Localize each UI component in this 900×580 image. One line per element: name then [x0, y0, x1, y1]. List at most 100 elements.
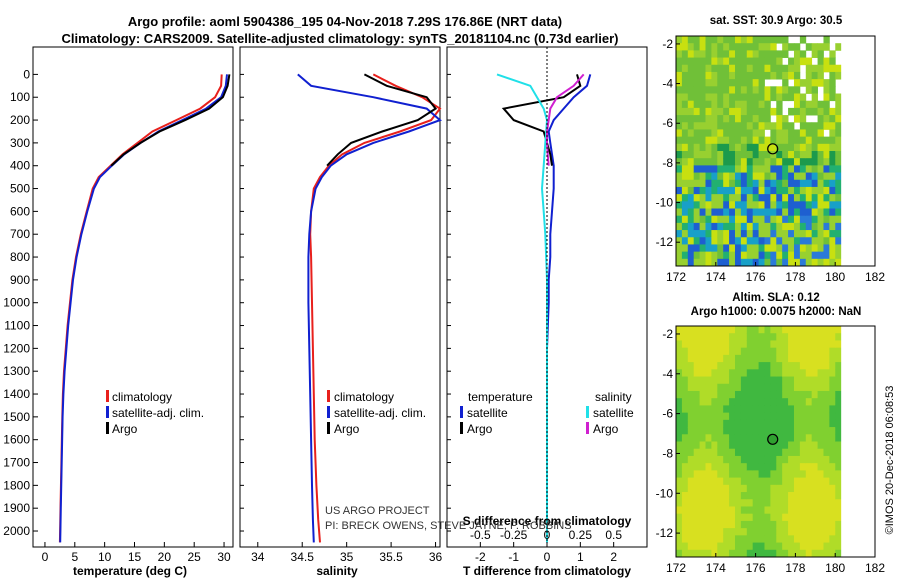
map-cell	[782, 369, 789, 377]
map-cell	[793, 383, 801, 392]
map-cell	[734, 107, 742, 116]
map-cell	[711, 405, 718, 414]
map-cell	[723, 492, 730, 500]
map-cell	[770, 419, 777, 428]
map-cell	[799, 376, 807, 385]
map-cell	[740, 362, 748, 370]
map-cell	[705, 43, 712, 51]
map-cell	[776, 549, 783, 558]
map-cell	[793, 535, 801, 543]
map-cell	[752, 158, 759, 166]
map-cell	[711, 383, 718, 392]
map-cell	[793, 463, 801, 471]
map-cell	[829, 93, 836, 102]
map-cell	[764, 455, 771, 464]
map-cell	[711, 520, 718, 529]
map-cell	[817, 434, 824, 442]
map-cell	[723, 412, 730, 421]
map-cell	[758, 251, 765, 260]
map-cell	[723, 237, 730, 245]
map-cell	[729, 477, 736, 486]
map-cell	[817, 115, 824, 123]
map-cell	[699, 179, 706, 188]
map-cell	[823, 93, 830, 102]
map-cell	[740, 470, 748, 478]
map-cell	[835, 143, 842, 152]
map-cell	[782, 43, 789, 51]
map-cell	[676, 484, 683, 493]
map-cell	[740, 528, 748, 536]
map-cell	[740, 172, 748, 181]
depth-tick-label: 700	[10, 227, 30, 241]
map-cell	[788, 107, 795, 116]
map-cell	[793, 455, 801, 464]
map-cell	[676, 354, 683, 363]
map-cell	[734, 179, 742, 188]
map-cell	[788, 499, 795, 507]
map-cell	[746, 50, 754, 58]
map-cell	[799, 179, 807, 188]
map-cell	[711, 549, 718, 558]
map-cell	[687, 499, 695, 507]
map-cell	[758, 215, 765, 224]
map-cell	[758, 107, 765, 116]
map-cell	[823, 64, 830, 73]
map-cell	[705, 36, 712, 44]
map-cell	[752, 136, 759, 145]
map-cell	[793, 165, 801, 173]
depth-tick-label: 1200	[3, 341, 30, 355]
map-cell	[676, 549, 683, 558]
map-cell	[817, 143, 824, 152]
map-cell	[693, 50, 700, 58]
map-cell	[817, 333, 824, 341]
map-cell	[693, 215, 700, 224]
map-cell	[770, 477, 777, 486]
map-cell	[811, 208, 818, 217]
map-cell	[752, 513, 759, 522]
map-cell	[788, 470, 795, 478]
x-tick-label: 36	[429, 550, 443, 564]
map-cell	[687, 434, 695, 442]
map-cell	[681, 136, 689, 145]
map-cell	[699, 71, 706, 80]
map-cell	[799, 549, 807, 558]
map-cell	[793, 100, 801, 109]
map-cell	[823, 172, 830, 181]
map-cell	[693, 100, 700, 109]
map-cell	[699, 542, 706, 551]
map-cell	[788, 208, 795, 217]
map-cell	[734, 326, 742, 334]
map-cell	[687, 412, 695, 421]
map-cell	[788, 340, 795, 349]
map-cell	[723, 434, 730, 442]
map-cell	[758, 136, 765, 145]
map-cell	[782, 201, 789, 209]
map-cell	[776, 477, 783, 486]
map-cell	[811, 455, 818, 464]
map-cell	[835, 107, 842, 116]
map-cell	[835, 463, 842, 471]
x-tick-label-t: 1	[577, 550, 584, 564]
map-cell	[746, 129, 754, 138]
map-cell	[740, 143, 748, 152]
map-y-tick-label: -8	[662, 156, 673, 170]
map-cell	[811, 542, 818, 551]
map-cell	[829, 258, 836, 267]
map-cell	[676, 535, 683, 543]
map-cell	[734, 506, 742, 515]
map-cell	[752, 215, 759, 224]
map-cell	[723, 71, 730, 80]
map-cell	[805, 376, 813, 385]
map-cell	[764, 165, 771, 173]
map-cell	[734, 398, 742, 406]
map-cell	[717, 542, 724, 551]
map-cell	[734, 237, 742, 245]
map-cell	[711, 143, 718, 152]
legend-swatch-argo	[106, 422, 109, 434]
map-cell	[705, 535, 712, 543]
map-cell	[799, 107, 807, 116]
map-cell	[723, 165, 730, 173]
map-cell	[681, 362, 689, 370]
map-cell	[776, 194, 783, 202]
map-cell	[835, 333, 842, 341]
